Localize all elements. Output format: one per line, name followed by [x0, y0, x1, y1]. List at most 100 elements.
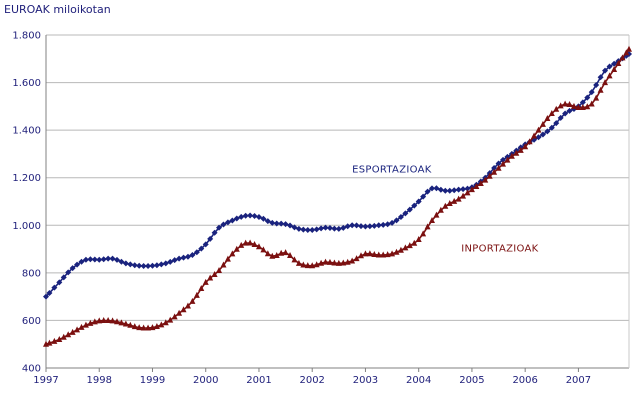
data-point-triangle [287, 251, 294, 258]
data-point-diamond [145, 262, 152, 269]
data-point-diamond [455, 186, 462, 193]
data-point-diamond [553, 120, 560, 127]
data-point-diamond [548, 124, 555, 131]
data-point-triangle [473, 183, 480, 190]
data-point-diamond [167, 258, 174, 265]
data-point-diamond [193, 249, 200, 256]
y-unit-label: EUROAK miloikotan [4, 3, 111, 16]
data-point-triangle [579, 104, 586, 111]
data-point-triangle [402, 244, 409, 251]
data-point-diamond [100, 256, 107, 263]
data-point-triangle [229, 250, 236, 257]
data-point-triangle [153, 323, 160, 330]
x-tick-label: 1997 [33, 375, 58, 386]
data-point-diamond [46, 289, 53, 296]
data-point-triangle [611, 65, 618, 72]
data-point-diamond [229, 217, 236, 224]
data-point-triangle [326, 258, 333, 265]
data-point-diamond [51, 284, 58, 291]
data-point-triangle [482, 176, 489, 183]
data-point-diamond [318, 225, 325, 232]
data-point-triangle [304, 262, 311, 269]
x-tick-label: 2000 [193, 375, 218, 386]
data-point-diamond [269, 219, 276, 226]
data-point-diamond [375, 222, 382, 229]
data-point-diamond [295, 225, 302, 232]
data-point-triangle [420, 230, 427, 237]
data-point-diamond [216, 224, 223, 231]
data-point-triangle [570, 102, 577, 109]
series-line [45, 53, 630, 298]
data-point-triangle [251, 241, 258, 248]
data-point-triangle [468, 186, 475, 193]
y-tick-label: 400 [22, 364, 41, 375]
data-point-triangle [626, 45, 632, 52]
data-point-triangle [136, 324, 143, 331]
data-point-triangle [300, 261, 307, 268]
y-tick-label: 1.800 [12, 31, 41, 42]
data-point-triangle [282, 249, 289, 256]
data-point-diamond [304, 227, 311, 234]
y-tick-label: 1.000 [12, 221, 41, 232]
data-point-triangle [557, 102, 564, 109]
data-point-triangle [264, 250, 271, 257]
x-tick-label: 2004 [406, 375, 431, 386]
data-point-triangle [340, 259, 347, 266]
data-point-diamond [264, 218, 271, 225]
data-point-diamond [242, 212, 249, 219]
data-point-diamond [136, 262, 143, 269]
data-point-triangle [255, 243, 262, 250]
data-point-triangle [460, 192, 467, 199]
data-point-triangle [508, 152, 515, 159]
data-point-diamond [82, 256, 89, 263]
data-point-triangle [78, 323, 85, 330]
data-point-diamond [211, 229, 218, 236]
data-point-triangle [517, 146, 524, 153]
data-point-triangle [105, 317, 112, 324]
data-point-triangle [313, 261, 320, 268]
data-point-triangle [46, 339, 53, 346]
data-point-diamond [579, 99, 586, 106]
data-point-triangle [584, 103, 591, 110]
data-point-diamond [91, 256, 98, 263]
data-point-diamond [539, 131, 546, 138]
data-point-triangle [74, 326, 81, 333]
series-inportazioak [43, 45, 632, 347]
data-point-diamond [207, 235, 214, 242]
data-point-diamond [562, 110, 569, 117]
data-point-triangle [291, 256, 298, 263]
data-point-triangle [96, 317, 103, 324]
data-point-triangle [180, 306, 187, 313]
data-point-diamond [611, 60, 618, 67]
data-point-diamond [322, 224, 329, 231]
data-point-diamond [56, 279, 63, 286]
data-point-diamond [415, 198, 422, 205]
data-point-triangle [499, 160, 506, 167]
data-point-diamond [353, 222, 360, 229]
data-point-diamond [140, 262, 147, 269]
data-point-diamond [176, 255, 183, 262]
data-point-diamond [233, 215, 240, 222]
data-point-triangle [91, 318, 98, 325]
data-point-triangle [171, 313, 178, 320]
data-point-triangle [575, 104, 582, 111]
data-point-diamond [491, 165, 498, 172]
data-point-diamond [437, 186, 444, 193]
data-point-triangle [531, 132, 538, 139]
x-tick-label: 2003 [353, 375, 378, 386]
data-point-triangle [211, 271, 218, 278]
data-point-diamond [326, 224, 333, 231]
data-point-diamond [105, 255, 112, 262]
x-tick-label: 2006 [512, 375, 537, 386]
data-point-triangle [513, 149, 520, 156]
data-point-triangle [380, 251, 387, 258]
data-point-diamond [78, 258, 85, 265]
data-point-diamond [251, 212, 258, 219]
data-point-diamond [442, 187, 449, 194]
data-point-diamond [557, 114, 564, 121]
data-point-diamond [189, 252, 196, 259]
data-point-triangle [406, 242, 413, 249]
data-point-triangle [544, 115, 551, 122]
data-point-diamond [109, 255, 116, 262]
data-point-triangle [331, 259, 338, 266]
